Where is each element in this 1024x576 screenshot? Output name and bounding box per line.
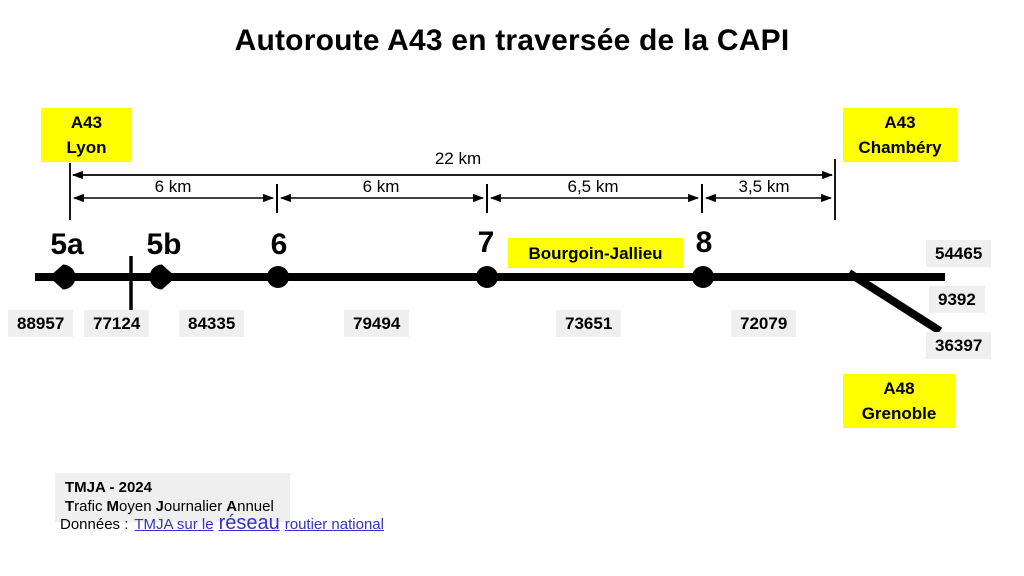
road-number: A48 xyxy=(883,379,915,398)
a48-branch-line xyxy=(846,269,943,335)
road-number: A43 xyxy=(884,113,916,132)
link-text-big: réseau xyxy=(218,512,280,534)
tmja-legend-title: TMJA - 2024 xyxy=(65,479,152,496)
road-number: A43 xyxy=(70,113,103,132)
exit-label-5b: 5b xyxy=(146,228,182,261)
traffic-value: 77124 xyxy=(84,310,150,337)
data-source-prefix: Données : xyxy=(60,516,129,533)
traffic-value: 88957 xyxy=(8,310,74,337)
city-name: Chambéry xyxy=(858,138,942,157)
exit-label-8: 8 xyxy=(695,226,713,259)
exit-6-node xyxy=(267,266,289,288)
city-highlight-bourgoin-jallieu: Bourgoin-Jallieu xyxy=(508,238,683,268)
city-name: Grenoble xyxy=(861,404,937,423)
traffic-value: 72079 xyxy=(731,310,797,337)
tmja-legend-definition: Trafic Moyen Journalier Annuel xyxy=(65,497,278,516)
distance-label-segment-2: 6 km xyxy=(362,177,400,196)
exit-5b-ramp-marker xyxy=(149,264,176,290)
city-name: Bourgoin-Jallieu xyxy=(528,243,663,263)
distance-label-segment-4: 3,5 km xyxy=(738,177,790,196)
traffic-value-branch-upper: 9392 xyxy=(929,286,985,313)
distance-label-segment-3: 6,5 km xyxy=(567,177,619,196)
tmja-data-link[interactable]: TMJA sur le réseau routier national xyxy=(134,512,384,534)
legend-word: Moyen xyxy=(106,498,152,515)
traffic-value-right-main: 54465 xyxy=(926,240,992,267)
tmja-legend-box: TMJA - 2024 Trafic Moyen Journalier Annuel xyxy=(55,473,290,522)
exit-label-6: 6 xyxy=(270,228,288,261)
page-title: Autoroute A43 en traversée de la CAPI xyxy=(234,24,790,57)
exit-label-7: 7 xyxy=(477,226,495,259)
destination-box-a43-chambery: A43 Chambéry xyxy=(843,108,957,162)
data-source-row: Données : TMJA sur le réseau routier nation… xyxy=(60,512,384,535)
legend-word: Annuel xyxy=(226,498,274,515)
link-text-before: TMJA sur le xyxy=(134,516,214,533)
city-name: Lyon xyxy=(66,138,107,157)
distance-label-total: 22 km xyxy=(434,149,482,168)
destination-box-a43-lyon: A43 Lyon xyxy=(41,108,132,162)
distance-label-segment-1: 6 km xyxy=(154,177,192,196)
exit-8-node xyxy=(692,266,714,288)
traffic-value: 79494 xyxy=(344,310,410,337)
exit-5a-ramp-marker xyxy=(49,264,76,290)
destination-box-a48-grenoble: A48 Grenoble xyxy=(843,374,955,428)
legend-word: Journalier xyxy=(155,498,223,515)
traffic-value: 73651 xyxy=(556,310,622,337)
traffic-value-branch-lower: 36397 xyxy=(926,332,992,359)
legend-word: Trafic xyxy=(65,498,103,515)
exit-label-5a: 5a xyxy=(50,228,84,261)
exit-7-node xyxy=(476,266,498,288)
traffic-value: 84335 xyxy=(179,310,245,337)
link-text-after: routier national xyxy=(284,516,384,533)
